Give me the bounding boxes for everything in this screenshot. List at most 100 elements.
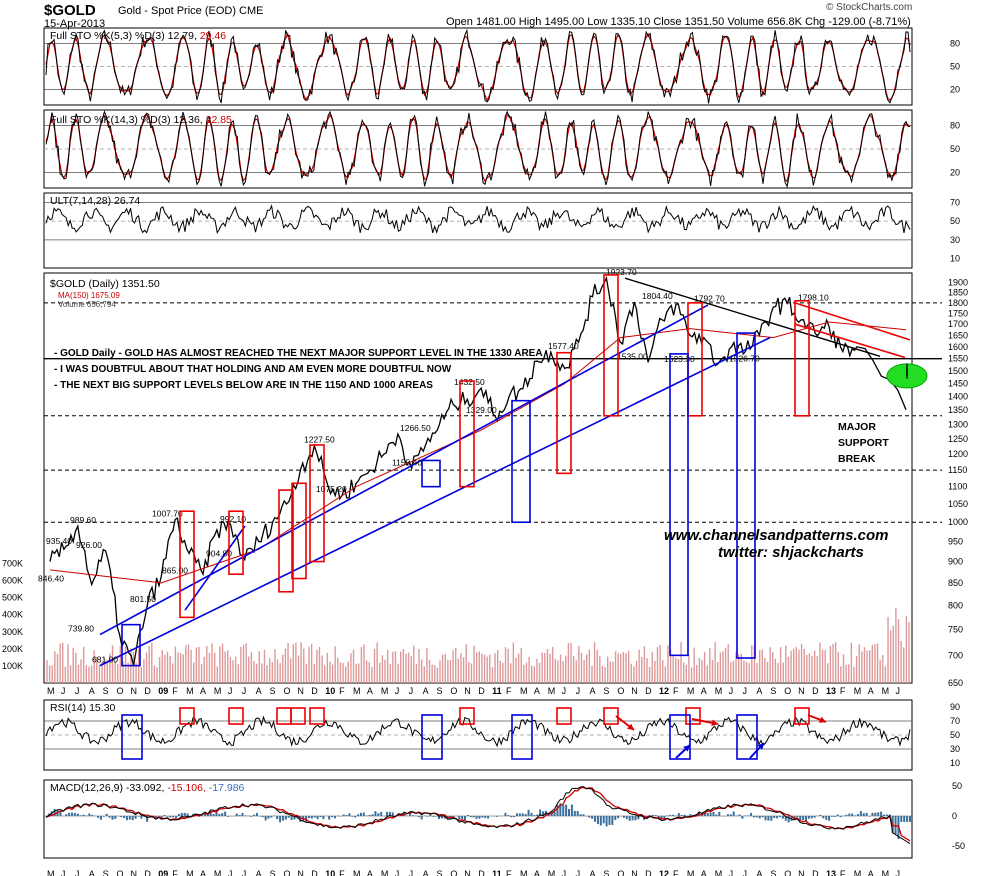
- x-axis-bottom-tick: F: [339, 869, 345, 876]
- x-axis-top-tick: J: [75, 686, 80, 696]
- sto2-label: Full STO %K(14,3) %D(3) 12.36, 22.85: [50, 114, 232, 126]
- blue-highlight-box: [736, 332, 756, 659]
- x-axis-bottom-tick: J: [75, 869, 80, 876]
- channel-lower-line: [99, 336, 771, 667]
- price-tick-label: 1750: [948, 308, 968, 318]
- red-highlight-box: [291, 482, 307, 580]
- price-annotation-label: 1577.40: [548, 341, 579, 351]
- sto2-tick-label: 20: [950, 167, 960, 177]
- brand-label: © StockCharts.com: [826, 2, 913, 13]
- x-axis-bottom-tick: 11: [492, 869, 502, 876]
- x-axis-top-tick: M: [381, 686, 389, 696]
- x-axis-bottom-tick: S: [603, 869, 609, 876]
- x-axis-top-tick: M: [687, 686, 695, 696]
- x-axis-top-tick: A: [89, 686, 95, 696]
- blue-highlight-box: [421, 459, 441, 488]
- x-axis-top-tick: A: [256, 686, 262, 696]
- x-axis-bottom-tick: M: [381, 869, 389, 876]
- rsi-arrow-head: [683, 745, 690, 752]
- ult-tick-label: 70: [950, 197, 960, 207]
- rsi-blue-box: [121, 714, 143, 760]
- x-axis-bottom-tick: 10: [325, 869, 335, 876]
- x-axis-top-tick: A: [423, 686, 429, 696]
- instrument-name: Gold - Spot Price (EOD): [118, 5, 236, 17]
- price-tick-label: 1150: [948, 465, 967, 475]
- volume-tick-label: 100K: [2, 661, 23, 671]
- price-annotation-label: 1266.50: [400, 423, 431, 433]
- x-axis-top-tick: D: [478, 686, 485, 696]
- blue-highlight-box: [511, 399, 531, 524]
- price-annotation-label: 935.40: [46, 536, 72, 546]
- downtrend-lower-line: [794, 323, 906, 359]
- x-axis-bottom-tick: J: [562, 869, 567, 876]
- price-tick-label: 1900: [948, 278, 968, 288]
- x-axis-top-tick: M: [548, 686, 556, 696]
- sto1-tick-label: 50: [950, 62, 960, 72]
- x-axis-top-tick: 10: [325, 686, 335, 696]
- price-tick-label: 1650: [948, 330, 968, 340]
- x-axis-bottom-tick: J: [576, 869, 581, 876]
- x-axis-top-tick: J: [242, 686, 247, 696]
- price-annotation-label: 1227.50: [304, 435, 335, 445]
- volume-tick-label: 700K: [2, 558, 23, 568]
- price-label: $GOLD (Daily) 1351.50: [50, 278, 160, 290]
- symbol-title: $GOLD: [44, 2, 96, 19]
- x-axis-bottom-tick: 12: [659, 869, 669, 876]
- x-axis-bottom-tick: M: [715, 869, 723, 876]
- volume-tick-label: 600K: [2, 576, 23, 586]
- price-annotation-label: 681.00: [92, 655, 118, 665]
- x-axis-top-tick: J: [729, 686, 734, 696]
- x-axis-top-tick: D: [144, 686, 151, 696]
- x-axis-top-tick: O: [617, 686, 624, 696]
- grid-layer: [43, 27, 942, 859]
- x-axis-top-tick: M: [520, 686, 528, 696]
- x-axis-bottom-tick: M: [687, 869, 695, 876]
- rsi-arrow-head: [757, 743, 764, 750]
- x-axis-bottom-tick: O: [784, 869, 791, 876]
- price-tick-label: 800: [948, 601, 963, 611]
- x-axis-top-tick: O: [784, 686, 791, 696]
- price-annotation-label: 1075.20: [316, 484, 347, 494]
- x-axis-top-tick: M: [715, 686, 723, 696]
- rsi-red-box: [459, 707, 475, 725]
- sto1-k-line: [45, 28, 911, 104]
- x-axis-bottom-tick: J: [242, 869, 247, 876]
- x-axis-bottom-tick: A: [701, 869, 707, 876]
- x-axis-top-tick: 12: [659, 686, 669, 696]
- x-axis-top-tick: O: [283, 686, 290, 696]
- red-highlight-box: [556, 351, 572, 475]
- rsi-tick-label: 30: [950, 744, 960, 754]
- x-axis-bottom-tick: F: [673, 869, 679, 876]
- sto2-tick-label: 50: [950, 144, 960, 154]
- x-axis-bottom-tick: A: [534, 869, 540, 876]
- price-annotation-label: 1535.00: [617, 351, 648, 361]
- volume-tick-label: 200K: [2, 644, 23, 654]
- x-axis-top-tick: F: [339, 686, 345, 696]
- ohlc-readout: Open 1481.00 High 1495.00 Low 1335.10 Cl…: [446, 16, 911, 28]
- rsi-red-box: [556, 707, 572, 725]
- price-annotation-label: 926.00: [76, 540, 102, 550]
- x-axis-bottom-tick: A: [756, 869, 762, 876]
- price-tick-label: 1700: [948, 319, 968, 329]
- x-axis-bottom-tick: D: [478, 869, 485, 876]
- price-annotation-label: 739.80: [68, 624, 94, 634]
- x-axis-bottom-tick: S: [436, 869, 442, 876]
- price-annotation-label: 1923.70: [606, 267, 637, 277]
- ult-tick-label: 50: [950, 216, 960, 226]
- x-axis-bottom-tick: O: [117, 869, 124, 876]
- x-axis-top-tick: D: [812, 686, 819, 696]
- x-axis-top-tick: J: [61, 686, 66, 696]
- x-axis-top-tick: M: [882, 686, 890, 696]
- x-axis-top-tick: 09: [158, 686, 168, 696]
- x-axis-top-tick: A: [590, 686, 596, 696]
- price-annotation-label: 865.00: [162, 565, 188, 575]
- x-axis-bottom-tick: A: [423, 869, 429, 876]
- price-tick-label: 1500: [948, 366, 968, 376]
- red-highlight-box: [459, 380, 475, 488]
- price-tick-label: 1250: [948, 434, 968, 444]
- price-tick-label: 1300: [948, 419, 968, 429]
- x-axis-bottom-tick: 09: [158, 869, 168, 876]
- x-axis-bottom-tick: N: [798, 869, 805, 876]
- price-tick-label: 700: [948, 650, 963, 660]
- price-tick-label: 650: [948, 678, 963, 688]
